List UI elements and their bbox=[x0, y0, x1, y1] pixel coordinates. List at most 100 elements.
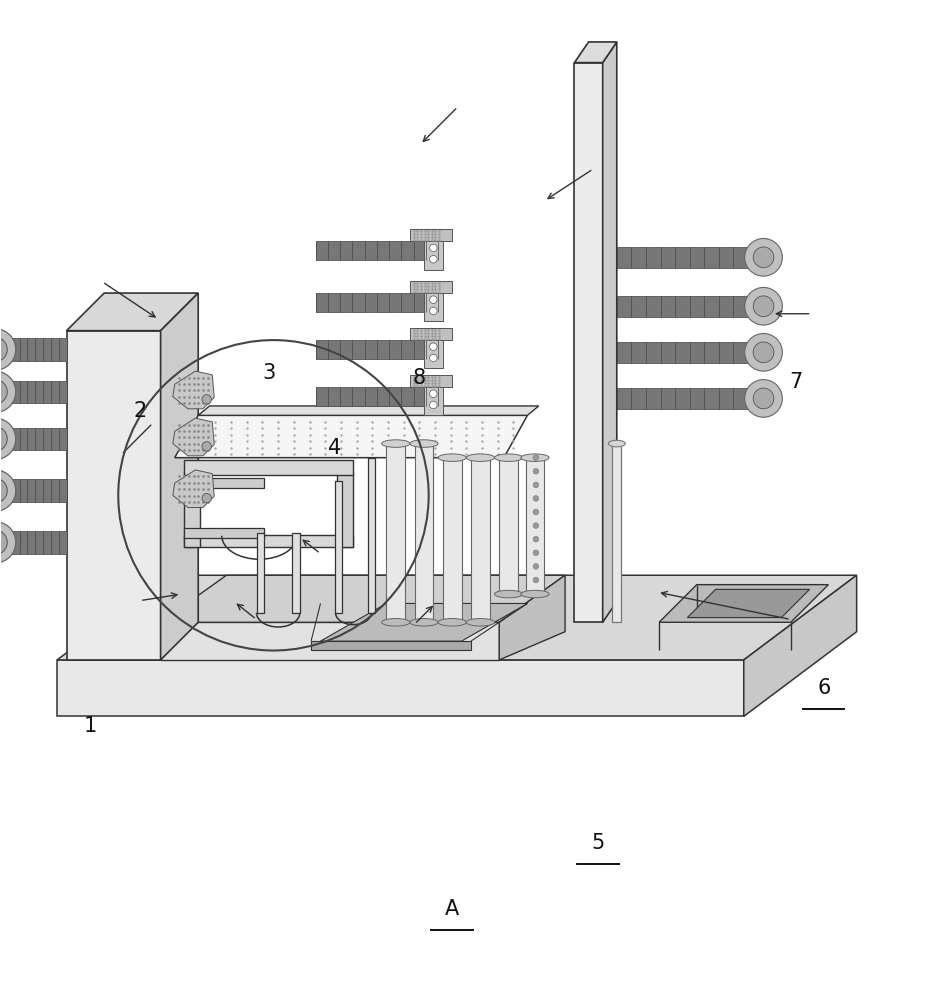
Text: 3: 3 bbox=[262, 363, 275, 383]
Polygon shape bbox=[292, 533, 300, 613]
Circle shape bbox=[533, 523, 539, 528]
Polygon shape bbox=[311, 641, 471, 650]
Circle shape bbox=[533, 564, 539, 569]
Polygon shape bbox=[184, 472, 200, 547]
Polygon shape bbox=[57, 575, 856, 660]
Polygon shape bbox=[334, 481, 342, 613]
Ellipse shape bbox=[609, 440, 625, 447]
Polygon shape bbox=[160, 293, 198, 660]
Polygon shape bbox=[744, 575, 856, 716]
Polygon shape bbox=[0, 531, 67, 554]
Polygon shape bbox=[337, 472, 353, 547]
Polygon shape bbox=[316, 387, 438, 406]
Circle shape bbox=[430, 296, 437, 303]
Polygon shape bbox=[160, 575, 565, 622]
Polygon shape bbox=[367, 458, 375, 613]
Circle shape bbox=[0, 522, 16, 563]
Polygon shape bbox=[617, 247, 763, 268]
Ellipse shape bbox=[382, 440, 410, 447]
Polygon shape bbox=[471, 458, 490, 622]
Ellipse shape bbox=[438, 619, 466, 626]
Circle shape bbox=[745, 239, 783, 276]
Circle shape bbox=[430, 343, 437, 350]
Polygon shape bbox=[612, 444, 622, 622]
Circle shape bbox=[754, 296, 774, 317]
Text: 6: 6 bbox=[817, 678, 831, 698]
Polygon shape bbox=[499, 458, 518, 594]
Text: 4: 4 bbox=[328, 438, 341, 458]
Circle shape bbox=[0, 530, 8, 555]
Circle shape bbox=[0, 427, 8, 451]
Circle shape bbox=[0, 337, 8, 362]
Circle shape bbox=[754, 342, 774, 363]
Circle shape bbox=[745, 380, 783, 417]
Polygon shape bbox=[575, 63, 603, 622]
Ellipse shape bbox=[495, 590, 523, 598]
Ellipse shape bbox=[521, 590, 549, 598]
Polygon shape bbox=[184, 528, 264, 538]
Polygon shape bbox=[172, 470, 214, 508]
Ellipse shape bbox=[521, 454, 549, 461]
Circle shape bbox=[430, 307, 437, 315]
Circle shape bbox=[533, 509, 539, 515]
Circle shape bbox=[0, 329, 16, 370]
Ellipse shape bbox=[438, 454, 466, 461]
Circle shape bbox=[0, 380, 8, 404]
Polygon shape bbox=[499, 575, 565, 660]
Polygon shape bbox=[603, 42, 617, 622]
Polygon shape bbox=[424, 281, 443, 321]
Circle shape bbox=[533, 482, 539, 488]
Polygon shape bbox=[316, 241, 438, 260]
Polygon shape bbox=[0, 479, 67, 502]
Polygon shape bbox=[320, 603, 528, 641]
Ellipse shape bbox=[410, 619, 438, 626]
Polygon shape bbox=[617, 388, 763, 409]
Circle shape bbox=[0, 371, 16, 413]
Polygon shape bbox=[424, 375, 443, 415]
Circle shape bbox=[745, 334, 783, 371]
Circle shape bbox=[430, 354, 437, 362]
Polygon shape bbox=[410, 375, 452, 387]
Polygon shape bbox=[0, 338, 67, 361]
Text: 1: 1 bbox=[84, 716, 97, 736]
Polygon shape bbox=[575, 42, 617, 63]
Polygon shape bbox=[410, 328, 452, 340]
Polygon shape bbox=[184, 535, 353, 547]
Circle shape bbox=[533, 455, 539, 460]
Ellipse shape bbox=[382, 619, 410, 626]
Polygon shape bbox=[386, 444, 405, 622]
Circle shape bbox=[0, 418, 16, 460]
Polygon shape bbox=[184, 460, 353, 475]
Polygon shape bbox=[424, 328, 443, 368]
Circle shape bbox=[430, 255, 437, 263]
Circle shape bbox=[202, 442, 211, 451]
Circle shape bbox=[754, 388, 774, 409]
Circle shape bbox=[202, 395, 211, 404]
Circle shape bbox=[745, 287, 783, 325]
Polygon shape bbox=[659, 585, 828, 622]
Polygon shape bbox=[688, 589, 809, 618]
Polygon shape bbox=[172, 418, 214, 456]
Circle shape bbox=[0, 470, 16, 511]
Polygon shape bbox=[256, 533, 264, 613]
Text: 2: 2 bbox=[133, 401, 147, 421]
Circle shape bbox=[202, 493, 211, 503]
Circle shape bbox=[754, 247, 774, 268]
Circle shape bbox=[430, 390, 437, 397]
Polygon shape bbox=[174, 415, 528, 458]
Ellipse shape bbox=[495, 454, 523, 461]
Polygon shape bbox=[410, 229, 452, 241]
Polygon shape bbox=[424, 229, 443, 270]
Text: 8: 8 bbox=[413, 368, 426, 388]
Text: 5: 5 bbox=[592, 833, 605, 853]
Text: 7: 7 bbox=[788, 372, 803, 392]
Polygon shape bbox=[67, 293, 198, 331]
Polygon shape bbox=[526, 458, 544, 594]
Circle shape bbox=[533, 550, 539, 556]
Polygon shape bbox=[617, 296, 763, 317]
Text: A: A bbox=[445, 899, 460, 919]
Ellipse shape bbox=[466, 619, 495, 626]
Ellipse shape bbox=[466, 454, 495, 461]
Polygon shape bbox=[316, 293, 438, 312]
Polygon shape bbox=[184, 478, 264, 488]
